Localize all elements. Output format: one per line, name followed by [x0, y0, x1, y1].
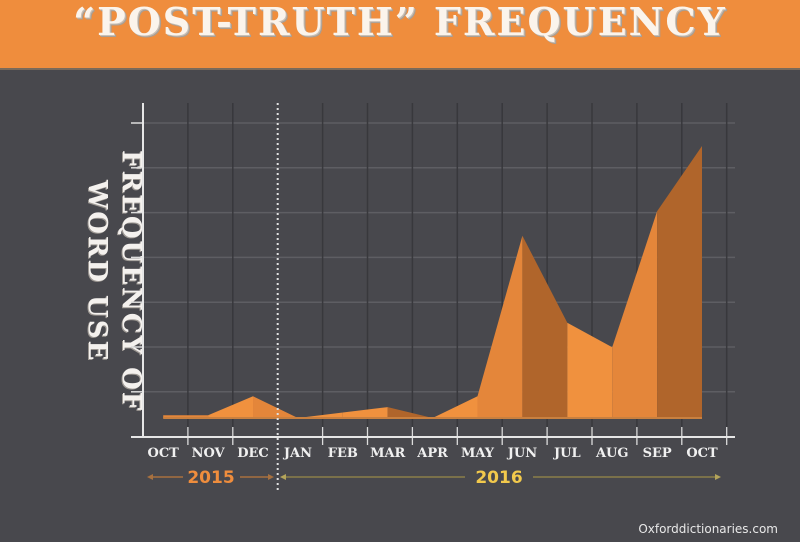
x-label-aug: AUG: [595, 446, 629, 461]
area-segment: [522, 235, 568, 418]
x-label-oct: OCT: [148, 446, 180, 461]
area-segment: [342, 407, 388, 418]
x-label-oct: OCT: [686, 446, 718, 461]
area-segment: [432, 396, 478, 418]
arrow-right-icon: [715, 474, 721, 480]
axes: [131, 103, 735, 490]
arrow-left-icon: [280, 474, 286, 480]
area-segment: [657, 146, 703, 418]
chart-title: “POST-TRUTH” FREQUENCY: [73, 0, 727, 44]
area-segment: [297, 412, 343, 418]
area-segment: [387, 407, 433, 418]
area-segment: [477, 235, 523, 418]
x-label-jul: JUL: [553, 446, 581, 461]
arrow-right-icon: [268, 474, 274, 480]
area-segment: [208, 396, 254, 418]
area-segment: [567, 322, 613, 418]
header-banner: “POST-TRUTH” FREQUENCY: [0, 0, 800, 70]
x-label-dec: DEC: [237, 446, 269, 461]
x-label-may: MAY: [461, 446, 495, 461]
x-label-jun: JUN: [507, 446, 537, 461]
x-label-jan: JAN: [283, 446, 312, 461]
arrow-left-icon: [147, 474, 153, 480]
x-label-apr: APR: [416, 446, 448, 461]
year-2015-label: 2015: [187, 468, 234, 488]
x-label-sep: SEP: [643, 446, 672, 461]
source-credit: Oxforddictionaries.com: [638, 522, 778, 536]
area-segment: [612, 211, 658, 418]
area-segment: [253, 396, 298, 418]
x-label-feb: FEB: [328, 446, 358, 461]
year-ranges: 2015 2016: [147, 468, 721, 488]
x-axis-labels: OCT NOV DEC JAN FEB MAR APR MAY JUN JUL AUG SEP OCT: [148, 446, 718, 461]
area-series: [163, 146, 703, 419]
x-label-mar: MAR: [370, 446, 405, 461]
x-label-nov: NOV: [192, 446, 226, 461]
year-2016-label: 2016: [475, 468, 522, 488]
